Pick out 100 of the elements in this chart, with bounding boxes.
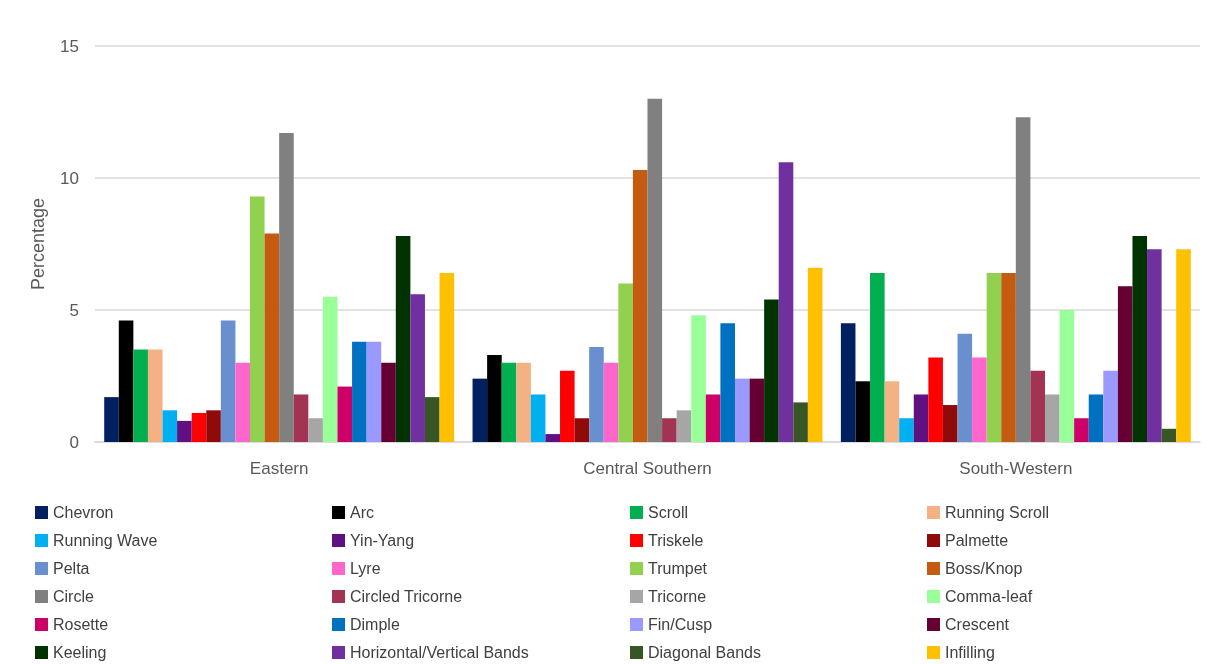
bar bbox=[913, 394, 929, 442]
bar bbox=[1074, 418, 1089, 442]
bar bbox=[1132, 236, 1148, 442]
x-tick-label: South-Western bbox=[959, 459, 1073, 478]
bar bbox=[749, 378, 765, 442]
bar bbox=[942, 405, 958, 442]
x-tick-label: Central Southern bbox=[583, 459, 712, 478]
bar bbox=[206, 410, 221, 442]
bar bbox=[516, 362, 531, 442]
bar bbox=[972, 357, 987, 442]
bar bbox=[1088, 394, 1104, 442]
legend-label: Scroll bbox=[648, 504, 689, 521]
bar bbox=[1117, 286, 1133, 442]
bar bbox=[250, 196, 265, 442]
bar bbox=[589, 346, 604, 442]
bar bbox=[1030, 370, 1045, 442]
bar bbox=[957, 333, 973, 442]
legend-label: Trumpet bbox=[648, 560, 708, 577]
bar bbox=[545, 434, 561, 442]
bar bbox=[1176, 249, 1191, 442]
legend-label: Infilling bbox=[945, 644, 995, 661]
bar bbox=[501, 362, 517, 442]
legend-label: Chevron bbox=[53, 504, 114, 521]
legend-label: Arc bbox=[350, 504, 374, 521]
bar bbox=[618, 283, 633, 442]
bar bbox=[395, 236, 411, 442]
bar bbox=[177, 420, 192, 442]
legend-label: Boss/Knop bbox=[945, 560, 1023, 577]
legend-label: Comma-leaf bbox=[945, 588, 1033, 605]
bar bbox=[133, 349, 148, 442]
legend-label: Triskele bbox=[648, 532, 704, 549]
bar bbox=[366, 341, 382, 442]
legend-label: Keeling bbox=[53, 644, 107, 661]
legend-label: Yin-Yang bbox=[350, 532, 415, 549]
bar bbox=[410, 294, 425, 442]
bar bbox=[870, 273, 885, 442]
bar bbox=[1059, 310, 1075, 442]
bar bbox=[560, 370, 575, 442]
bar bbox=[647, 98, 663, 442]
bar bbox=[778, 162, 794, 442]
bar bbox=[439, 273, 455, 442]
bar bbox=[322, 296, 338, 442]
legend-label: Tricorne bbox=[648, 588, 707, 605]
bar bbox=[720, 323, 735, 442]
legend-label: Horizontal/Vertical Bands bbox=[350, 644, 529, 661]
bar bbox=[1015, 117, 1031, 442]
legend-label: Running Scroll bbox=[945, 504, 1050, 521]
bar bbox=[381, 362, 396, 442]
bar bbox=[118, 320, 134, 442]
legend-label: Circle bbox=[53, 588, 94, 605]
bar bbox=[279, 133, 294, 442]
bar bbox=[986, 273, 1002, 442]
bar bbox=[705, 394, 721, 442]
bar bbox=[928, 357, 943, 442]
bar bbox=[1103, 370, 1118, 442]
bar bbox=[676, 410, 692, 442]
bar bbox=[793, 402, 808, 442]
bar bbox=[104, 397, 119, 442]
bar bbox=[147, 349, 163, 442]
bar bbox=[855, 381, 871, 442]
bar bbox=[632, 170, 648, 442]
bar bbox=[1147, 249, 1162, 442]
bar bbox=[1001, 273, 1016, 442]
bar bbox=[162, 410, 178, 442]
bar bbox=[899, 418, 914, 442]
bar bbox=[308, 418, 323, 442]
bar bbox=[424, 397, 440, 442]
bar bbox=[530, 394, 546, 442]
bar bbox=[691, 315, 706, 442]
bar bbox=[235, 362, 251, 442]
bar bbox=[884, 381, 900, 442]
bar bbox=[264, 233, 280, 442]
legend-label: Running Wave bbox=[53, 532, 158, 549]
bar bbox=[337, 386, 353, 442]
bar bbox=[603, 362, 619, 442]
bar bbox=[293, 394, 309, 442]
bar bbox=[764, 299, 779, 442]
y-tick-label: 15 bbox=[60, 36, 79, 56]
legend-label: Fin/Cusp bbox=[648, 616, 713, 633]
bar bbox=[352, 341, 367, 442]
legend-label: Dimple bbox=[350, 616, 400, 633]
x-tick-label: Eastern bbox=[249, 459, 309, 478]
bar bbox=[662, 418, 677, 442]
legend-label: Pelta bbox=[53, 560, 90, 577]
bar bbox=[487, 354, 502, 442]
legend-label: Circled Tricorne bbox=[350, 588, 463, 605]
bar bbox=[191, 412, 207, 442]
y-tick-label: 5 bbox=[69, 300, 79, 320]
bar bbox=[807, 267, 823, 442]
legend-label: Rosette bbox=[53, 616, 109, 633]
legend-label: Diagonal Bands bbox=[648, 644, 761, 661]
legend-label: Palmette bbox=[945, 532, 1009, 549]
bar bbox=[840, 323, 856, 442]
y-axis-title: Percentage bbox=[28, 197, 48, 291]
bar bbox=[472, 378, 488, 442]
y-tick-label: 10 bbox=[60, 168, 79, 188]
bar bbox=[574, 418, 590, 442]
bar bbox=[220, 320, 236, 442]
bar bbox=[1161, 428, 1177, 442]
bar bbox=[1044, 394, 1060, 442]
